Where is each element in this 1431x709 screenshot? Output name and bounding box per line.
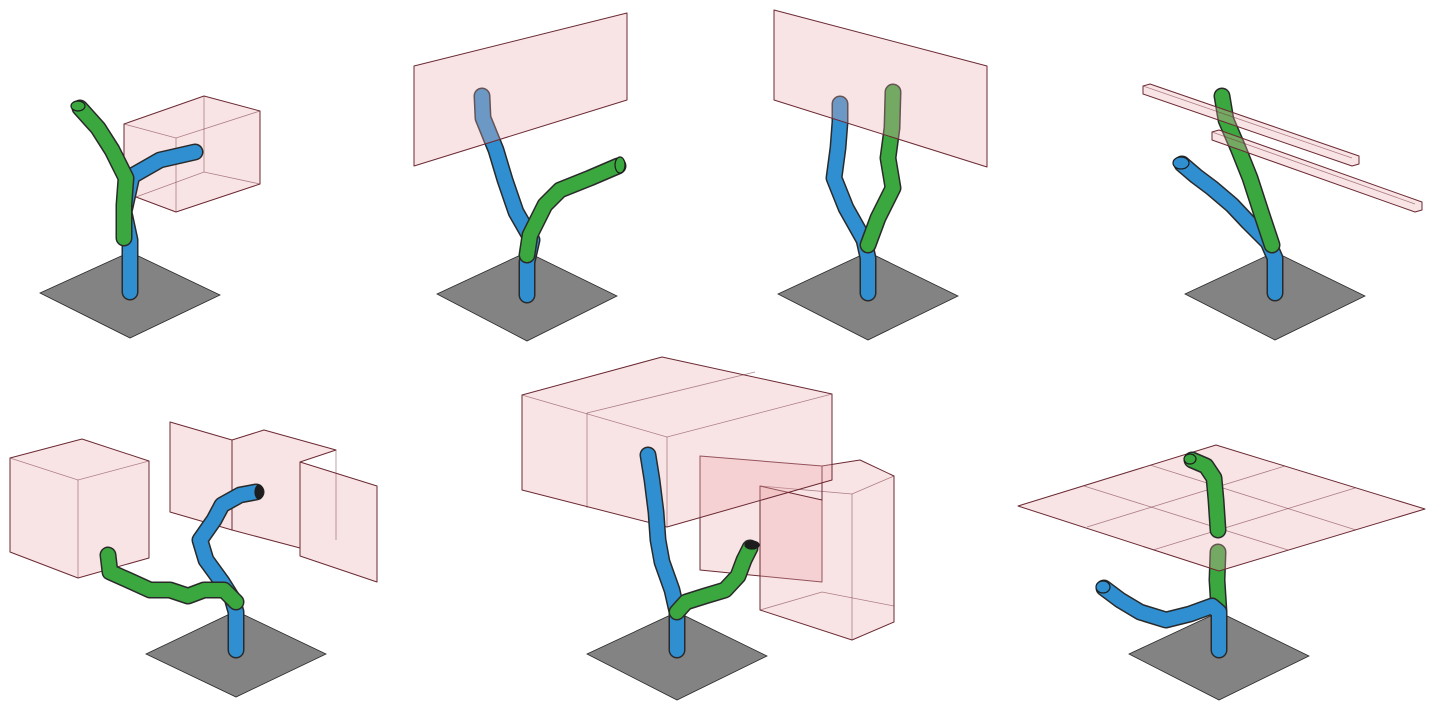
panel-5 bbox=[9, 421, 378, 698]
frame-obstacle bbox=[699, 455, 895, 641]
arm-goal bbox=[70, 99, 135, 247]
panel-7 bbox=[1017, 444, 1426, 701]
arm-goal bbox=[99, 546, 245, 611]
arm-goal bbox=[668, 539, 760, 621]
arm-goal bbox=[859, 83, 902, 254]
arm-start bbox=[825, 95, 877, 302]
arm-start bbox=[1172, 155, 1284, 302]
wall-obstacle bbox=[773, 9, 988, 168]
large-box-obstacle bbox=[521, 356, 833, 528]
panel-3 bbox=[773, 9, 988, 341]
arm-goal bbox=[1213, 87, 1281, 254]
bar-obstacle-1 bbox=[1142, 83, 1360, 167]
arm-start bbox=[1095, 579, 1228, 659]
bar-obstacle-2 bbox=[1211, 129, 1423, 213]
box-obstacle bbox=[9, 438, 150, 579]
arm-goal bbox=[518, 156, 627, 264]
panel-1 bbox=[39, 95, 261, 339]
panel-4 bbox=[1142, 83, 1423, 341]
panel-6 bbox=[521, 356, 895, 701]
shelf-obstacle bbox=[169, 421, 378, 583]
wall-obstacle bbox=[413, 12, 628, 167]
arm-goal-upper bbox=[1183, 451, 1227, 539]
panel-2 bbox=[413, 12, 628, 342]
